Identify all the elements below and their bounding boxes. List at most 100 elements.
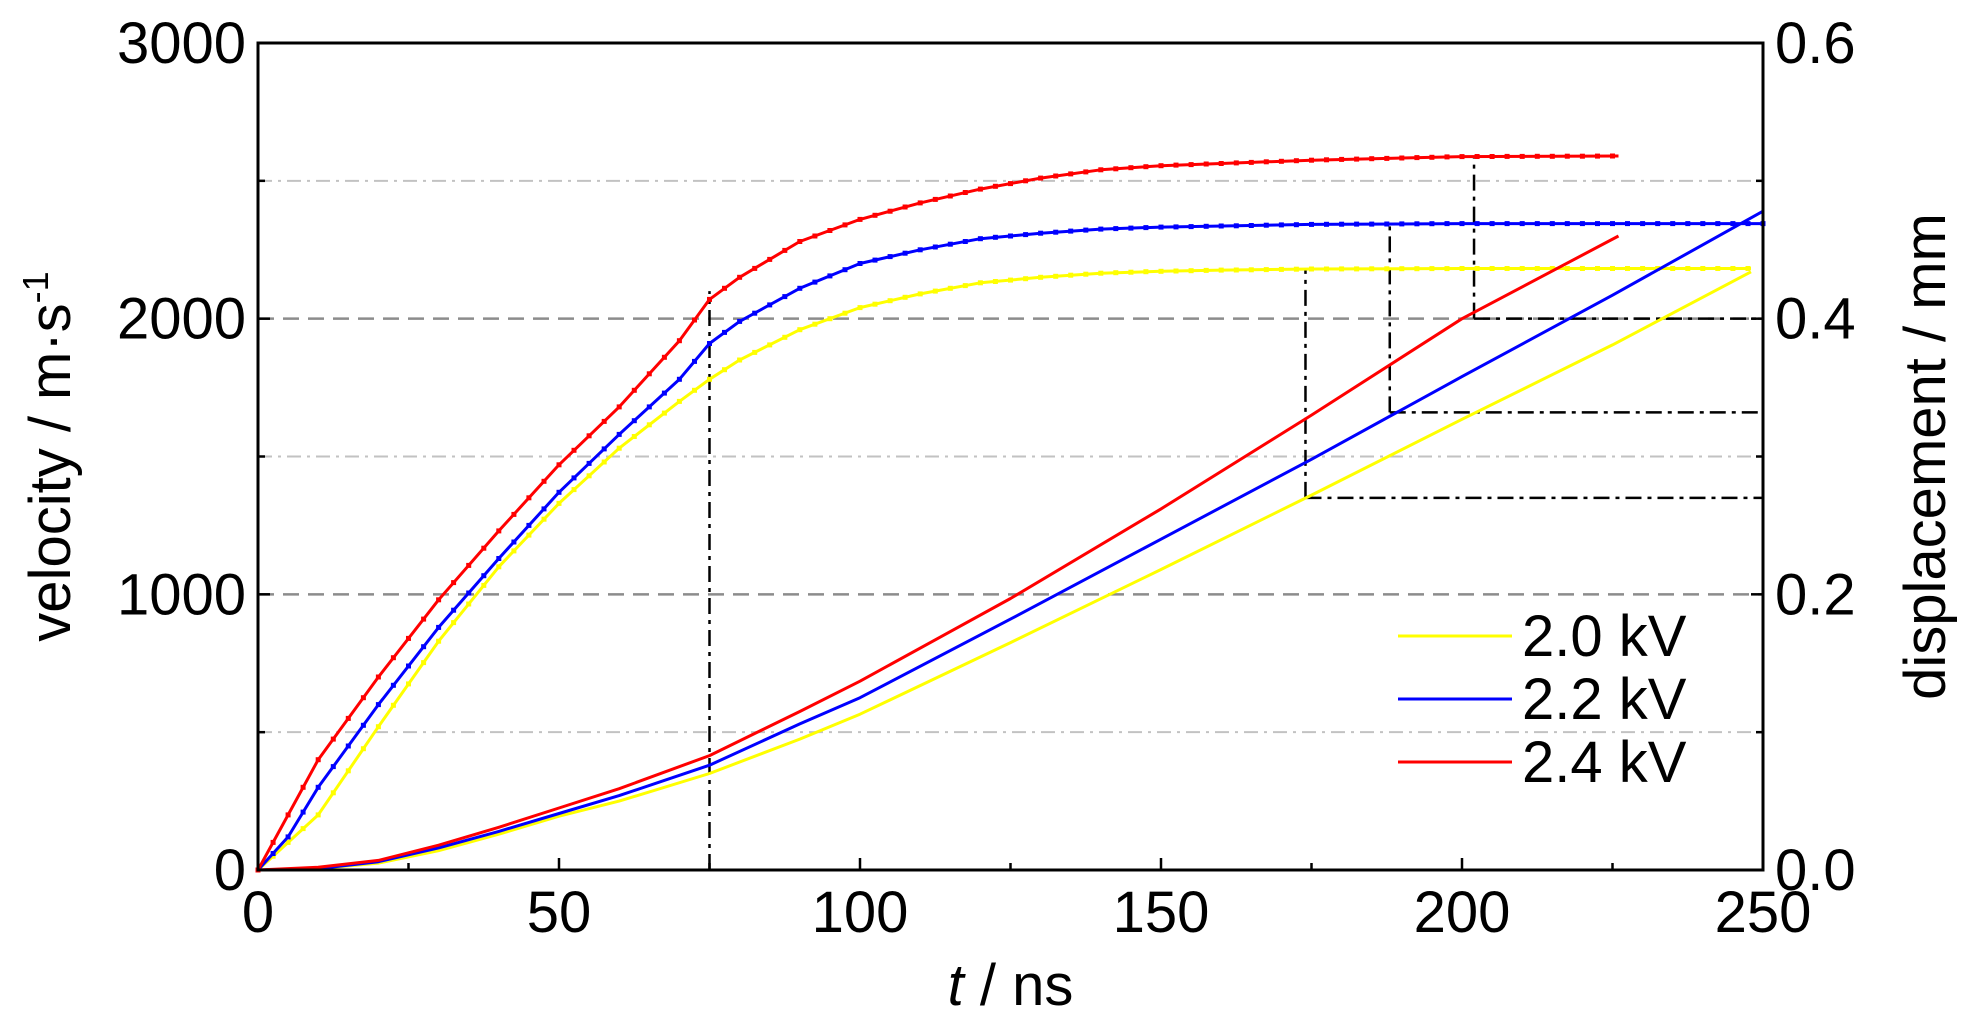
velocity-marker: [466, 601, 472, 607]
velocity-marker: [1128, 225, 1134, 231]
velocity-marker: [1504, 153, 1510, 159]
velocity-marker: [676, 338, 682, 344]
velocity-marker: [1158, 268, 1164, 274]
velocity-marker: [962, 190, 968, 195]
velocity-marker: [1534, 221, 1540, 227]
velocity-marker: [451, 607, 457, 613]
velocity-marker: [1008, 233, 1013, 239]
velocity-marker: [1519, 221, 1525, 227]
velocity-marker: [1745, 221, 1751, 227]
velocity-marker: [1053, 173, 1059, 179]
velocity-marker: [1549, 221, 1555, 227]
velocity-marker: [737, 274, 743, 280]
velocity-marker: [1685, 221, 1691, 227]
velocity-marker: [1203, 161, 1209, 167]
velocity-marker: [1023, 178, 1029, 184]
velocity-marker: [857, 216, 863, 222]
velocity-marker: [1655, 221, 1661, 227]
velocity-marker: [1339, 156, 1345, 162]
velocity-marker: [1173, 268, 1179, 274]
velocity-marker: [375, 702, 381, 708]
velocity-marker: [1324, 266, 1329, 272]
velocity-marker: [782, 334, 788, 340]
velocity-marker: [1173, 224, 1179, 230]
velocity-marker: [586, 473, 592, 479]
velocity-marker: [1625, 221, 1630, 227]
velocity-marker: [1730, 266, 1736, 271]
velocity-marker: [1068, 272, 1074, 278]
velocity-marker: [1519, 266, 1525, 271]
velocity-marker: [782, 247, 788, 253]
velocity-marker: [992, 183, 998, 189]
velocity-marker: [300, 809, 306, 815]
velocity-marker: [1399, 155, 1405, 161]
velocity-marker: [1369, 266, 1375, 272]
velocity-marker: [646, 371, 652, 377]
y-right-tick-label: 0.0: [1775, 838, 1856, 903]
velocity-marker: [300, 826, 306, 832]
velocity-marker: [812, 279, 818, 285]
velocity-marker: [1579, 266, 1585, 271]
velocity-marker: [390, 655, 396, 661]
velocity-marker: [1293, 158, 1299, 164]
velocity-marker: [782, 294, 788, 300]
data-series: [255, 153, 1766, 873]
velocity-marker: [1083, 227, 1089, 233]
velocity-marker: [1233, 267, 1239, 273]
velocity-marker: [1083, 169, 1089, 175]
x-tick-label: 0: [242, 880, 274, 945]
velocity-marker: [1008, 277, 1013, 283]
velocity-marker: [1444, 221, 1450, 227]
velocity-marker: [797, 327, 803, 333]
velocity-marker: [1610, 221, 1615, 227]
velocity-marker: [872, 212, 878, 218]
velocity-marker: [1248, 159, 1254, 165]
velocity-marker: [466, 590, 472, 596]
velocity-marker: [556, 462, 562, 468]
velocity-marker: [722, 329, 727, 335]
velocity-marker: [1429, 221, 1435, 227]
velocity-marker: [1068, 228, 1074, 234]
velocity-marker: [481, 582, 487, 588]
velocity-marker: [1278, 158, 1284, 164]
y-axis-left-title: velocity / m·s-1: [15, 271, 83, 641]
velocity-marker: [1053, 229, 1059, 235]
velocity-marker: [707, 376, 712, 382]
velocity-marker: [571, 447, 577, 453]
tick-labels: 0 50 100 150 200 250 0 1000 2000 3000 0.0 0.2 0.4 0.6: [117, 11, 1856, 945]
velocity-marker: [451, 580, 457, 586]
velocity-marker: [737, 357, 743, 363]
velocity-marker: [421, 660, 427, 666]
velocity-marker: [1384, 266, 1390, 272]
velocity-marker: [330, 736, 336, 742]
velocity-marker: [406, 635, 411, 641]
velocity-marker: [962, 283, 968, 289]
velocity-marker: [1339, 221, 1345, 227]
velocity-marker: [541, 516, 547, 522]
velocity-marker: [812, 321, 818, 327]
velocity-marker: [1278, 266, 1284, 272]
velocity-marker: [1158, 163, 1164, 169]
velocity-marker: [692, 317, 697, 323]
velocity-marker: [1640, 221, 1646, 227]
y-right-tick-label: 0.4: [1775, 287, 1856, 352]
velocity-marker: [752, 310, 758, 316]
velocity-marker: [1263, 159, 1269, 165]
velocity-marker: [1414, 221, 1420, 227]
velocity-marker: [496, 528, 502, 534]
velocity-marker: [541, 506, 547, 512]
x-tick-label: 200: [1414, 880, 1511, 945]
velocity-marker: [1038, 175, 1044, 181]
velocity-marker: [616, 445, 622, 451]
velocity-marker: [857, 305, 863, 311]
velocity-marker: [586, 433, 592, 439]
velocity-marker: [1489, 266, 1495, 271]
velocity-marker: [496, 564, 502, 570]
velocity-marker: [1715, 266, 1721, 271]
velocity-marker: [767, 256, 773, 262]
velocity-marker: [360, 746, 366, 752]
velocity-marker: [360, 722, 366, 728]
velocity-marker: [1354, 221, 1360, 227]
velocity-marker: [406, 663, 411, 669]
velocity-marker: [797, 285, 803, 291]
